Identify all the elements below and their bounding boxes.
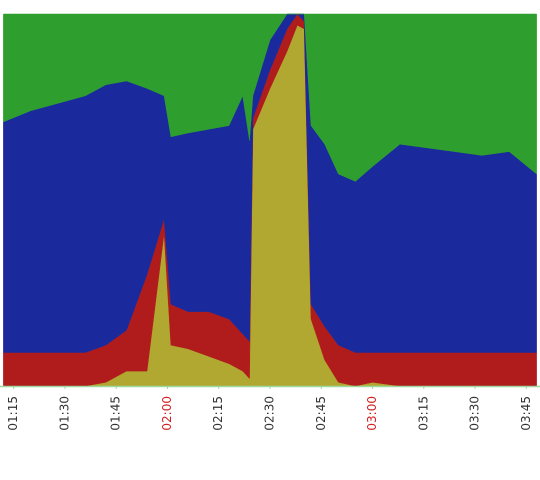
x-tick-label: 03:00	[365, 396, 379, 431]
x-tick-label: 03:45	[519, 396, 533, 431]
area	[3, 13, 537, 182]
x-tick-label: 01:45	[109, 396, 123, 431]
x-tick-label: 01:30	[57, 396, 71, 431]
x-tick-label: 03:15	[416, 396, 430, 431]
x-tick-label: 02:15	[211, 396, 225, 431]
x-tick-label: 02:00	[160, 396, 174, 431]
x-tick-label: 03:30	[468, 396, 482, 431]
x-tick-label: 02:30	[263, 396, 277, 431]
x-tick-label: 01:15	[6, 396, 20, 431]
x-tick-label: 02:45	[314, 396, 328, 431]
